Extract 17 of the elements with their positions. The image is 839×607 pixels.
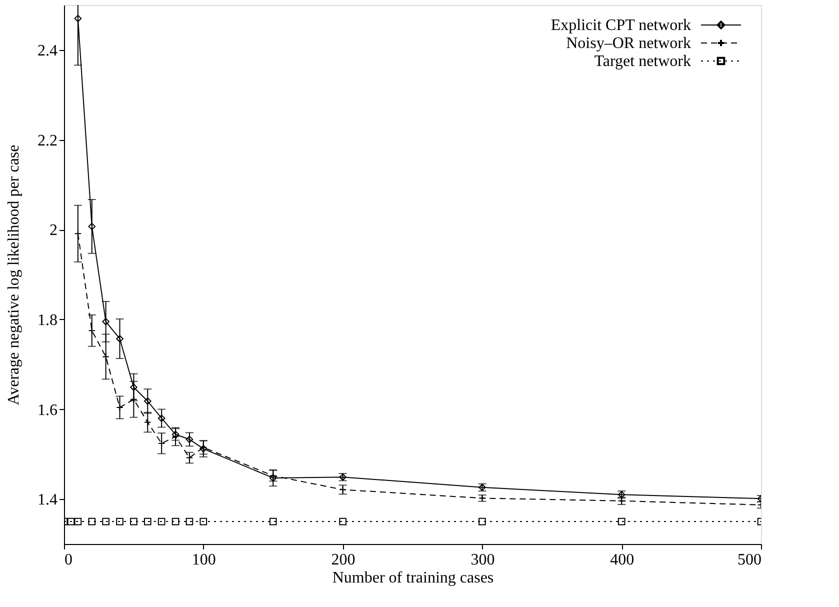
x-axis-title: Number of training cases: [332, 570, 494, 586]
y-tick-label: 2: [50, 222, 58, 240]
y-tick-label: 1.8: [38, 312, 58, 329]
y-tick-label: 2.2: [38, 132, 58, 150]
y-tick-label: 2.4: [38, 42, 58, 60]
x-tick-label: 0: [64, 552, 72, 568]
x-tick-label: 300: [470, 552, 495, 568]
y-axis-title: Average negative log likelihood per case: [6, 144, 22, 406]
legend-label: Noisy–OR network: [566, 35, 691, 52]
legend-label: Target network: [594, 53, 691, 70]
x-tick-label: 400: [610, 552, 634, 568]
x-tick-label: 200: [331, 552, 356, 568]
x-tick-label: 100: [192, 552, 216, 568]
y-tick-label: 1.6: [38, 402, 58, 419]
y-tick-label: 1.4: [38, 492, 58, 509]
x-tick-label: 500: [738, 552, 762, 568]
legend-label: Explicit CPT network: [550, 17, 691, 34]
